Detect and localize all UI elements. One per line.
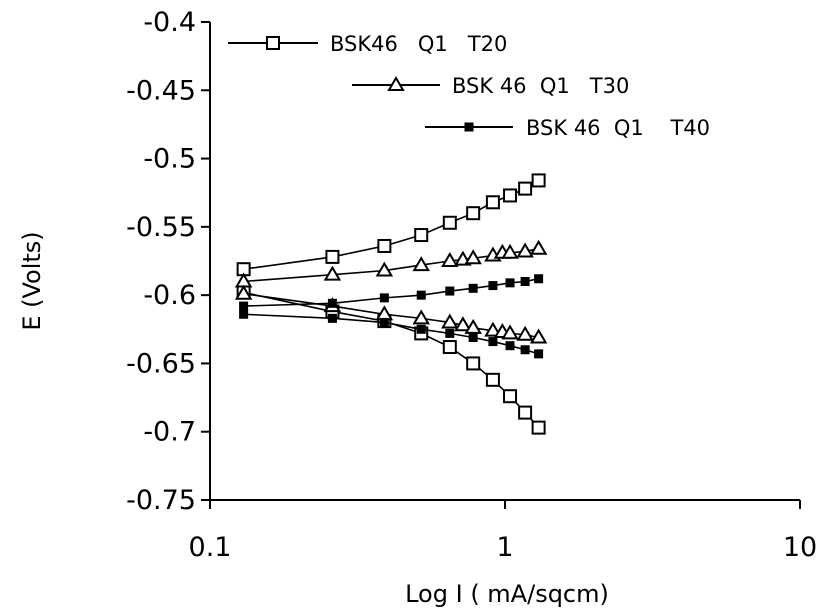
y-tick-label: -0.75 — [126, 485, 196, 516]
data-point — [454, 316, 472, 332]
data-point — [501, 243, 519, 259]
data-point — [412, 256, 430, 272]
data-point — [505, 341, 515, 351]
data-point — [464, 318, 482, 334]
data-point — [234, 284, 253, 300]
data-point — [445, 328, 455, 338]
axes: -0.4 -0.45 -0.5 -0.55 -0.6 -0.65 -0.7 -0.75 0.1 1… — [18, 7, 817, 608]
series-3 — [239, 274, 544, 359]
y-tick-label: -0.65 — [126, 348, 196, 379]
data-point — [468, 332, 478, 342]
legend-entry-3: BSK 46 Q1 T40 — [425, 116, 710, 140]
data-point — [414, 228, 429, 243]
y-tick-label: -0.5 — [143, 144, 196, 175]
series-1 — [236, 173, 546, 435]
data-point — [466, 206, 481, 221]
legend-label: BSK46 Q1 T20 — [330, 32, 507, 56]
x-tick-label: 0.1 — [189, 532, 232, 563]
data-point — [534, 349, 544, 359]
data-point — [327, 298, 337, 308]
data-point — [518, 181, 533, 196]
data-point — [327, 313, 337, 323]
y-tick-label: -0.6 — [143, 280, 196, 311]
data-point — [441, 252, 459, 267]
series-2 — [234, 239, 548, 344]
data-point — [379, 317, 389, 327]
legend-entry-2: BSK 46 Q1 T30 — [352, 74, 629, 98]
data-point — [485, 195, 500, 210]
data-point — [466, 356, 481, 371]
data-point — [441, 313, 459, 329]
data-point — [516, 325, 534, 341]
data-point — [377, 238, 392, 253]
series-3-line — [243, 277, 539, 307]
series-layer — [234, 173, 548, 435]
series-1-line — [243, 179, 540, 270]
x-axis-title: Log I ( mA/sqcm) — [405, 580, 609, 608]
data-point — [239, 301, 249, 311]
data-point — [239, 309, 249, 319]
legend-entry-1: BSK46 Q1 T20 — [228, 32, 507, 56]
y-tick-label: -0.7 — [143, 417, 196, 448]
data-point — [464, 249, 482, 265]
data-point — [488, 337, 498, 347]
data-point — [516, 242, 534, 258]
y-tick-label: -0.45 — [126, 75, 196, 106]
data-point — [416, 324, 426, 334]
data-point — [442, 215, 457, 230]
data-point — [520, 276, 530, 286]
series-3-line — [243, 313, 539, 355]
data-point — [518, 405, 533, 420]
y-tick-label: -0.4 — [143, 7, 196, 38]
data-point — [485, 372, 500, 387]
y-axis-title: E (Volts) — [18, 231, 46, 330]
data-point — [503, 389, 518, 404]
legend-marker — [464, 122, 474, 132]
data-point — [520, 345, 530, 355]
x-tick-label: 10 — [783, 532, 817, 563]
data-point — [529, 239, 548, 255]
data-point — [445, 286, 455, 296]
legend-label: BSK 46 Q1 T40 — [526, 116, 710, 140]
data-point — [379, 293, 389, 303]
data-point — [484, 321, 502, 337]
legend-marker — [387, 76, 405, 91]
legend-label: BSK 46 Q1 T30 — [452, 74, 629, 98]
data-point — [531, 420, 546, 435]
data-point — [468, 283, 478, 293]
data-point — [375, 261, 394, 277]
data-point — [505, 278, 515, 288]
data-point — [488, 281, 498, 291]
legend: BSK46 Q1 T20 BSK 46 Q1 T30 BSK 46 Q1 T40 — [228, 32, 710, 140]
series-1-line — [243, 291, 540, 429]
x-tick-label: 1 — [496, 532, 513, 563]
data-point — [416, 290, 426, 300]
legend-marker — [266, 36, 280, 50]
y-tick-label: -0.55 — [126, 212, 196, 243]
data-point — [325, 249, 340, 264]
data-point — [529, 328, 548, 344]
data-point — [442, 340, 457, 355]
data-point — [412, 309, 430, 325]
data-point — [501, 324, 519, 340]
data-point — [531, 173, 546, 188]
data-point — [503, 188, 518, 203]
data-point — [534, 274, 544, 284]
data-point — [323, 265, 342, 281]
